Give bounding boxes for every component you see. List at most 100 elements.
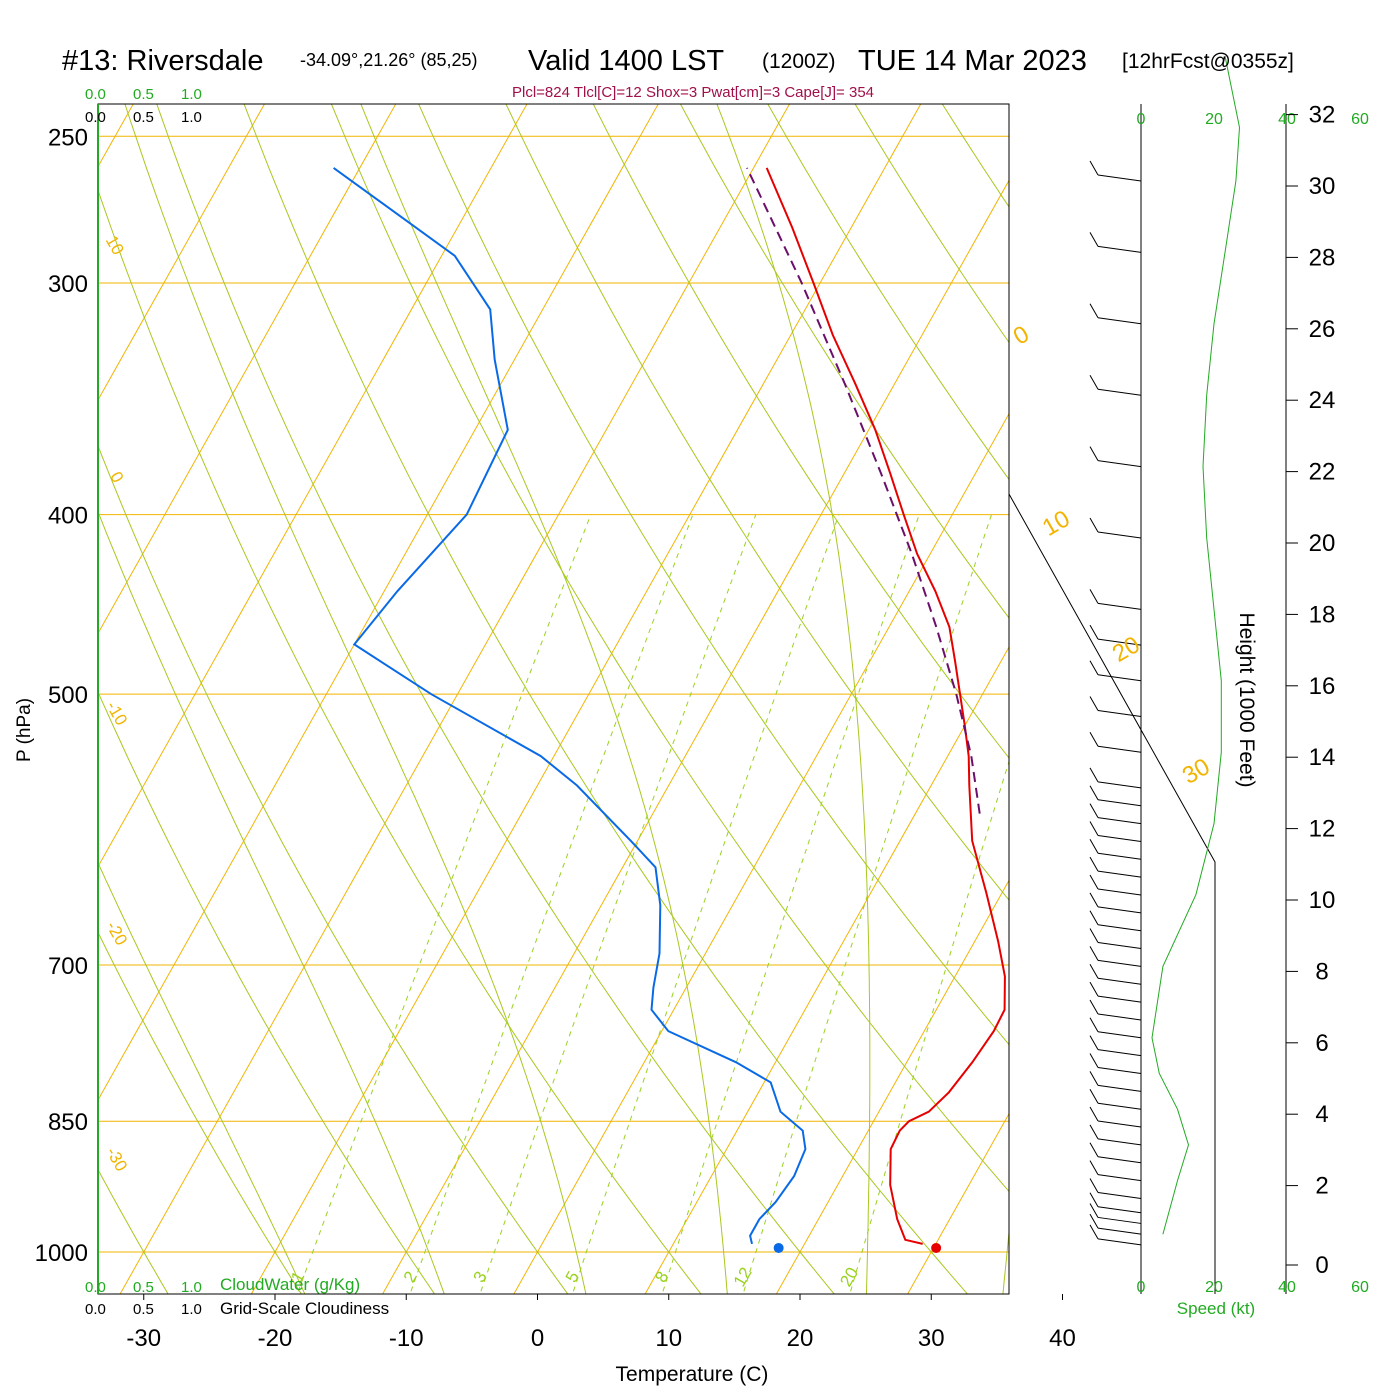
height-tick-label: 32 — [1309, 102, 1336, 129]
isotherm-line — [382, 179, 1009, 1294]
wind-barb — [1097, 174, 1142, 182]
dry-adiabat — [1352, 69, 1400, 1371]
isotherm-line — [995, 69, 1400, 1371]
isotherm-label: 10 — [1038, 505, 1075, 542]
mixing-ratio-label: 20 — [836, 1264, 862, 1290]
wind-barb-flag — [1089, 374, 1099, 390]
wind-barb — [1097, 888, 1142, 896]
surface-dewpoint-marker — [773, 1242, 784, 1253]
cloudwater-scale-top: 0.0 0.5 1.0 — [85, 86, 202, 103]
height-axis-title: Height (1000 Feet) — [1235, 612, 1258, 787]
wind-barb-flag — [1089, 731, 1099, 747]
cloudiness-scale-bottom: 0.0 0.5 1.0 — [85, 1301, 202, 1318]
wind-barb — [1097, 1216, 1142, 1224]
isotherm-line — [644, 646, 1009, 1294]
dry-adiabat — [505, 104, 1009, 901]
wind-barb-flag — [1089, 517, 1099, 533]
wind-barb-flag — [1089, 1213, 1099, 1229]
wind-barb — [1097, 817, 1142, 825]
isotherm-line — [513, 412, 1009, 1294]
x-tick-label: 0 — [531, 1325, 544, 1352]
dry-adiabat — [98, 931, 302, 1294]
wind-barb-flag — [1089, 1203, 1099, 1218]
wind-speed-line — [1151, 55, 1241, 1235]
wind-barb-flag — [1089, 1017, 1099, 1033]
dry-adiabat — [243, 104, 969, 1294]
wind-barb-flag — [1089, 1035, 1099, 1050]
wind-barb-flag — [1089, 928, 1099, 943]
speed-tick-label-top: 40 — [1278, 111, 1296, 128]
cloudwater-label: CloudWater (g/Kg) — [220, 1275, 360, 1294]
wind-barb-flag — [1089, 589, 1099, 604]
speed-tick-label-bottom: 0 — [1137, 1279, 1146, 1296]
pressure-tick-label: 700 — [48, 953, 88, 980]
wind-barb — [1097, 245, 1142, 253]
wind-barb-flag — [1089, 910, 1099, 925]
isotherm-line — [98, 104, 659, 1102]
mixing-ratio-line — [297, 514, 592, 1292]
wind-barb — [1097, 638, 1142, 646]
pressure-tick-label: 250 — [48, 124, 88, 151]
pressure-tick-label: 500 — [48, 682, 88, 709]
wind-barb-flag — [1089, 1106, 1099, 1122]
isotherm-line — [907, 1112, 1009, 1294]
forecast-info: [12hrFcst@0355z] — [1122, 50, 1294, 73]
height-tick-label: 18 — [1309, 601, 1336, 628]
isotherm-label: 0 — [106, 468, 127, 486]
wind-barb — [1097, 1138, 1142, 1146]
wind-barb-flag — [1089, 874, 1099, 890]
dry-adiabat — [156, 104, 835, 1294]
speed-tick-label-bottom: 40 — [1278, 1279, 1296, 1296]
wind-barb-flag — [1089, 964, 1099, 979]
height-tick-label: 16 — [1309, 673, 1336, 700]
isotherm-line — [250, 104, 922, 1294]
wind-barb — [1097, 799, 1142, 807]
height-tick-label: 24 — [1309, 387, 1336, 414]
cloudiness-label: Grid-Scale Cloudiness — [220, 1299, 389, 1318]
wind-barb-flag — [1089, 303, 1099, 319]
wind-barb-flag — [1089, 946, 1099, 961]
cloudiness-scale-top: 0.0 0.5 1.0 — [85, 109, 202, 126]
wind-barb-flag — [1089, 767, 1099, 783]
wind-barb-flag — [1089, 999, 1099, 1015]
wind-barb — [1097, 977, 1142, 985]
wind-barb-flag — [1089, 839, 1099, 854]
height-tick-label: 0 — [1315, 1252, 1328, 1279]
wind-barb — [1097, 1031, 1142, 1039]
isotherm-line — [119, 104, 791, 1294]
station-title: #13: Riversdale — [62, 45, 264, 77]
wind-barb — [1097, 1084, 1142, 1092]
mixing-ratio-line — [662, 514, 920, 1292]
wind-barb — [1097, 870, 1142, 878]
x-tick-label: -30 — [126, 1325, 161, 1352]
wind-barb — [1097, 1067, 1142, 1074]
dry-adiabat — [98, 1168, 169, 1294]
height-tick-label: 10 — [1309, 887, 1336, 914]
wind-barb-flag — [1089, 232, 1099, 247]
height-tick-label: 8 — [1315, 958, 1328, 985]
isotherm-line — [98, 104, 266, 402]
wind-barb — [1097, 317, 1142, 325]
dry-adiabat — [1007, 69, 1400, 1371]
wind-barb — [1097, 1120, 1142, 1128]
wind-barb-flag — [1089, 785, 1099, 800]
wind-barb-flag — [1089, 1142, 1099, 1157]
dry-adiabat — [98, 188, 702, 1294]
wind-barb — [1097, 906, 1142, 914]
wind-barb — [1097, 460, 1142, 468]
wind-barb — [1097, 1102, 1142, 1110]
speed-tick-label-bottom: 20 — [1205, 1279, 1223, 1296]
x-tick-label: 30 — [918, 1325, 945, 1352]
dry-adiabat — [767, 104, 1009, 481]
moist-adiabat — [360, 104, 728, 1294]
wind-barb — [1097, 674, 1142, 682]
height-tick-label: 20 — [1309, 530, 1336, 557]
mixing-ratio-line — [743, 514, 992, 1292]
wind-barb-flag — [1089, 981, 1099, 997]
speed-tick-label-top: 20 — [1205, 111, 1223, 128]
wind-barb — [1097, 745, 1142, 753]
height-tick-label: 6 — [1315, 1030, 1328, 1057]
pressure-tick-label: 850 — [48, 1109, 88, 1136]
